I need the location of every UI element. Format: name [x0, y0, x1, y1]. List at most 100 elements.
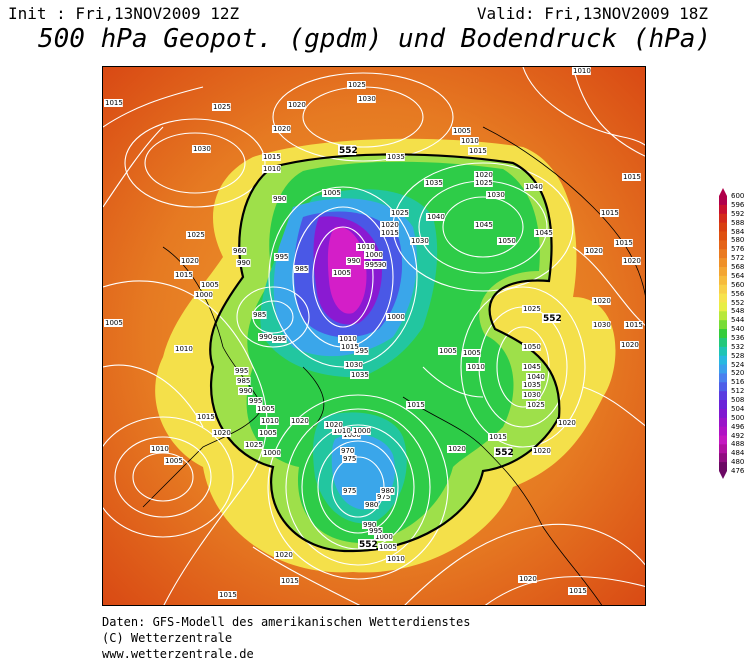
legend-swatch — [719, 400, 727, 410]
legend-value: 520 — [731, 369, 745, 378]
isobar-label: 1005 — [438, 347, 457, 355]
legend-swatch — [719, 329, 727, 339]
isobar-label: 1010 — [262, 165, 281, 173]
isobar-label: 1020 — [287, 101, 306, 109]
svg-text:1020: 1020 — [558, 419, 576, 427]
isobar-label: 1005 — [322, 189, 341, 197]
svg-text:1045: 1045 — [475, 221, 493, 229]
svg-text:1035: 1035 — [523, 381, 541, 389]
isobar-label: 990 — [236, 259, 251, 267]
isobar-label: 1000 — [364, 251, 383, 259]
legend-value: 540 — [731, 325, 745, 334]
isobar-label: 1000 — [262, 449, 281, 457]
svg-text:1005: 1005 — [165, 457, 183, 465]
isobar-label: 1005 — [200, 281, 219, 289]
svg-text:1020: 1020 — [213, 429, 231, 437]
isobar-label: 1005 — [258, 429, 277, 437]
svg-text:1015: 1015 — [281, 577, 299, 585]
legend-value: 588 — [731, 218, 745, 227]
legend-swatch — [719, 426, 727, 437]
legend-value: 544 — [731, 316, 745, 325]
legend-value: 560 — [731, 280, 745, 289]
svg-text:975: 975 — [343, 455, 356, 463]
footer-source: Daten: GFS-Modell des amerikanischen Wet… — [102, 615, 471, 629]
legend-swatch — [719, 444, 727, 454]
isobar-label: 975 — [342, 455, 357, 463]
isobar-label: 1015 — [406, 401, 425, 409]
legend-swatch — [719, 408, 727, 419]
svg-text:1020: 1020 — [475, 171, 493, 179]
legend-value: 532 — [731, 342, 745, 351]
svg-text:1010: 1010 — [461, 137, 479, 145]
legend-swatch — [719, 231, 727, 241]
isobar-label: 1030 — [192, 145, 211, 153]
legend-value: 480 — [731, 458, 745, 467]
isobar-label: 1005 — [452, 127, 471, 135]
legend-value: 524 — [731, 360, 745, 369]
isobar-label: 1010 — [386, 555, 405, 563]
svg-text:1010: 1010 — [151, 445, 169, 453]
svg-text:970: 970 — [341, 447, 354, 455]
isobar-label: 1035 — [424, 179, 443, 187]
isobar-label: 1030 — [344, 361, 363, 369]
isobar-label: 995 — [364, 261, 379, 269]
isobar-label: 1030 — [410, 237, 429, 245]
svg-text:552: 552 — [543, 314, 562, 324]
legend-value: 528 — [731, 351, 745, 360]
isobar-label: 960 — [232, 247, 247, 255]
svg-text:990: 990 — [273, 195, 286, 203]
svg-text:1025: 1025 — [527, 401, 545, 409]
isobar-label: 1015 — [614, 239, 633, 247]
legend-swatch — [719, 240, 727, 250]
svg-text:1005: 1005 — [453, 127, 471, 135]
isobar-label: 1020 — [290, 417, 309, 425]
isobar-label: 1000 — [194, 291, 213, 299]
legend-swatch — [719, 249, 727, 259]
svg-text:1015: 1015 — [569, 587, 587, 595]
isobar-label: 985 — [236, 377, 251, 385]
isobar-label: 1000 — [352, 427, 371, 435]
svg-text:1010: 1010 — [333, 427, 351, 435]
contour-552 — [209, 153, 561, 553]
svg-text:1025: 1025 — [187, 231, 205, 239]
legend-value: 592 — [731, 209, 745, 218]
svg-text:1015: 1015 — [615, 239, 633, 247]
legend-value: 512 — [731, 387, 745, 396]
legend-value: 580 — [731, 236, 745, 245]
svg-text:1035: 1035 — [351, 371, 369, 379]
svg-text:1015: 1015 — [625, 321, 643, 329]
isobar-label: 980 — [380, 487, 395, 495]
isobar-label: 1010 — [338, 335, 357, 343]
svg-text:990: 990 — [237, 259, 250, 267]
svg-text:1005: 1005 — [379, 543, 397, 551]
isobar-label: 1020 — [518, 575, 537, 583]
legend-swatch — [719, 435, 727, 445]
legend-top-arrow — [719, 188, 727, 196]
isobar-label: 1050 — [497, 237, 516, 245]
svg-text:1025: 1025 — [348, 81, 366, 89]
legend-value: 596 — [731, 200, 745, 209]
svg-text:1015: 1015 — [219, 591, 237, 599]
isobar-label: 1015 — [280, 577, 299, 585]
legend-value: 500 — [731, 413, 745, 422]
legend-swatch — [719, 204, 727, 215]
legend-value: 600 — [731, 192, 745, 200]
svg-text:995: 995 — [369, 527, 382, 535]
svg-text:1020: 1020 — [325, 421, 343, 429]
svg-text:1015: 1015 — [175, 271, 193, 279]
svg-text:1010: 1010 — [357, 243, 375, 251]
legend-swatch — [719, 417, 727, 428]
footer-website[interactable]: www.wetterzentrale.de — [102, 647, 254, 661]
svg-text:1020: 1020 — [275, 551, 293, 559]
isobar-label: 1005 — [104, 319, 123, 327]
isobar-label: 995 — [248, 397, 263, 405]
svg-text:1010: 1010 — [175, 345, 193, 353]
svg-text:1000: 1000 — [263, 449, 281, 457]
svg-text:995: 995 — [355, 347, 368, 355]
svg-text:990: 990 — [347, 257, 360, 265]
legend-value: 504 — [731, 404, 745, 413]
isobar-label: 990 — [362, 521, 377, 529]
svg-text:980: 980 — [381, 487, 394, 495]
svg-text:990: 990 — [259, 333, 272, 341]
valid-time: Valid: Fri,13NOV2009 18Z — [476, 4, 708, 23]
